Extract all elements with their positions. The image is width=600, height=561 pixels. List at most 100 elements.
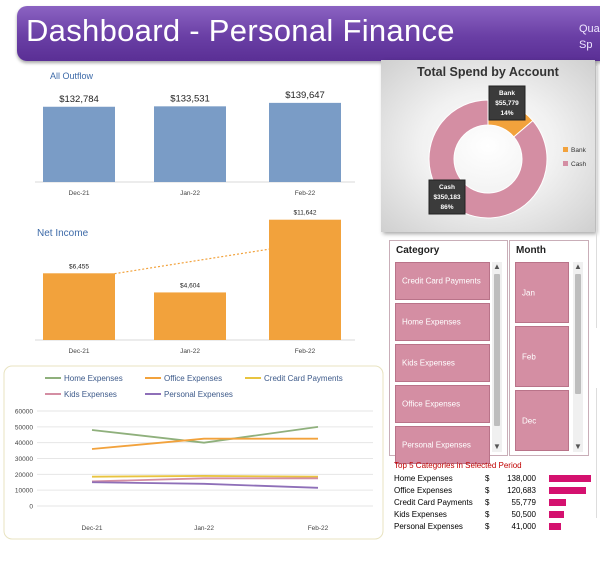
top5-title: Top 5 Categories in Selected Period (394, 461, 522, 470)
bar (154, 292, 226, 340)
legend-label: Cash (571, 161, 587, 168)
slicer-item-label: Kids Expenses (402, 358, 455, 368)
top5-data-bar (549, 523, 561, 530)
scroll-up-arrow-icon[interactable]: ▲ (493, 262, 501, 271)
top5-amount: 50,500 (511, 510, 536, 519)
legend-label: Bank (571, 147, 587, 154)
net-income-chart: Net Income $6,455 Dec-21 $4,604 Jan-22 $11,6… (35, 210, 355, 355)
slicer-item-label: Credit Card Payments (402, 276, 481, 286)
month-slicer-title: Month (516, 245, 546, 256)
page-title: Dashboard - Personal Finance (26, 13, 455, 48)
month-item-feb[interactable]: Feb (515, 326, 569, 387)
panel-edge-divider-2 (596, 388, 600, 518)
total-spend-panel: Total Spend by Account Bank $55,779 14% Cas… (381, 60, 595, 232)
scroll-up-arrow-icon[interactable]: ▲ (574, 262, 582, 271)
legend-swatch (563, 147, 568, 152)
line-chart-frame (3, 365, 384, 540)
all-outflow-chart: All Outflow $132,784 Dec-21 $133,531 Jan-22… (35, 71, 355, 197)
top5-data-bar (549, 511, 564, 518)
slicer-item-label: Home Expenses (402, 317, 461, 327)
category-item-personal-expenses[interactable]: Personal Expenses (395, 426, 490, 464)
y-tick-label: 50000 (15, 424, 33, 431)
currency-symbol: $ (485, 498, 490, 507)
bar-value-label: $139,647 (285, 90, 325, 101)
callout-value: $55,779 (495, 100, 519, 107)
category-slicer: Category Credit Card Payments Home Expens… (389, 240, 508, 464)
top5-amount: 138,000 (507, 474, 536, 483)
callout-value: $350,183 (433, 194, 460, 201)
series-line-kids-expenses (91, 477, 318, 483)
category-trend-line-chart: 0 10000 20000 30000 40000 50000 60000 Dec-21 Jan… (3, 365, 384, 540)
bar-value-label: $11,642 (293, 210, 316, 217)
series-line-home-expenses (91, 425, 319, 444)
top5-data-bar (549, 475, 591, 482)
legend-label: Office Expenses (164, 374, 222, 383)
top5-amount: 120,683 (507, 486, 536, 495)
legend-label: Kids Expenses (64, 390, 117, 399)
scroll-down-arrow-icon[interactable]: ▼ (574, 442, 582, 451)
x-tick-label: Dec-21 (69, 348, 90, 355)
callout-name: Cash (439, 184, 455, 191)
series-line-office-expenses (91, 437, 318, 450)
legend-label: Credit Card Payments (264, 374, 343, 383)
bar-value-label: $132,784 (59, 94, 99, 105)
currency-symbol: $ (485, 486, 490, 495)
category-item-home-expenses[interactable]: Home Expenses (395, 303, 490, 341)
top5-category-name: Office Expenses (394, 486, 453, 495)
slicer-item-label: Office Expenses (402, 399, 461, 409)
slicer-item-label: Dec (522, 416, 537, 425)
top5-category-name: Kids Expenses (394, 510, 447, 519)
x-tick-label: Jan-22 (180, 348, 200, 355)
top5-category-name: Personal Expenses (394, 522, 463, 531)
category-item-office-expenses[interactable]: Office Expenses (395, 385, 490, 423)
bar-value-label: $4,604 (180, 282, 200, 289)
header-side-label: Qua (579, 23, 600, 35)
legend-label: Personal Expenses (164, 390, 233, 399)
category-scrollbar[interactable]: ▲ ▼ (492, 262, 502, 452)
callout-percent: 86% (440, 204, 453, 211)
dashboard-header: Dashboard - Personal Finance Qua Sp (17, 6, 600, 61)
bar (43, 106, 115, 182)
top5-row: Home Expenses $138,000 (390, 473, 600, 485)
currency-symbol: $ (485, 522, 490, 531)
top5-row: Credit Card Payments $55,779 (390, 497, 600, 509)
top5-category-name: Home Expenses (394, 474, 453, 483)
month-item-jan[interactable]: Jan (515, 262, 569, 323)
bar-value-label: $133,531 (170, 93, 210, 104)
bar-value-label: $6,455 (69, 263, 89, 270)
series-line-personal-expenses (91, 481, 319, 489)
net-income-chart-title: Net Income (37, 228, 89, 239)
slicer-item-label: Feb (522, 352, 536, 361)
legend-label: Home Expenses (64, 374, 123, 383)
y-tick-label: 20000 (15, 472, 33, 479)
bar (269, 219, 341, 340)
category-item-kids-expenses[interactable]: Kids Expenses (395, 344, 490, 382)
donut-chart-title: Total Spend by Account (417, 65, 560, 79)
bar (43, 273, 115, 340)
x-tick-label: Feb-22 (295, 190, 316, 197)
x-tick-label: Jan-22 (180, 190, 200, 197)
top5-data-bar (549, 499, 566, 506)
month-item-dec[interactable]: Dec (515, 390, 569, 451)
y-tick-label: 40000 (15, 440, 33, 447)
legend-swatch (563, 161, 568, 166)
month-scrollbar[interactable]: ▲ ▼ (573, 262, 583, 452)
x-tick-label: Feb-22 (295, 348, 316, 355)
month-slicer: Month Jan Feb Dec ▲ ▼ (509, 240, 589, 456)
series-line-credit-card-payments (91, 475, 319, 478)
header-side-label-2: Sp (579, 39, 593, 51)
top5-row: Office Expenses $120,683 (390, 485, 600, 497)
callout-name: Bank (499, 90, 515, 97)
top5-row: Kids Expenses $50,500 (390, 509, 600, 521)
category-item-credit-card-payments[interactable]: Credit Card Payments (395, 262, 490, 300)
x-tick-label: Dec-21 (69, 190, 90, 197)
scroll-thumb[interactable] (575, 274, 581, 394)
y-tick-label: 10000 (15, 488, 33, 495)
slicer-item-label: Personal Expenses (402, 440, 471, 450)
scroll-thumb[interactable] (494, 274, 500, 426)
outflow-chart-title: All Outflow (50, 71, 94, 81)
category-slicer-title: Category (396, 245, 440, 256)
bar (154, 106, 226, 182)
donut-callout (488, 85, 526, 121)
scroll-down-arrow-icon[interactable]: ▼ (493, 442, 501, 451)
